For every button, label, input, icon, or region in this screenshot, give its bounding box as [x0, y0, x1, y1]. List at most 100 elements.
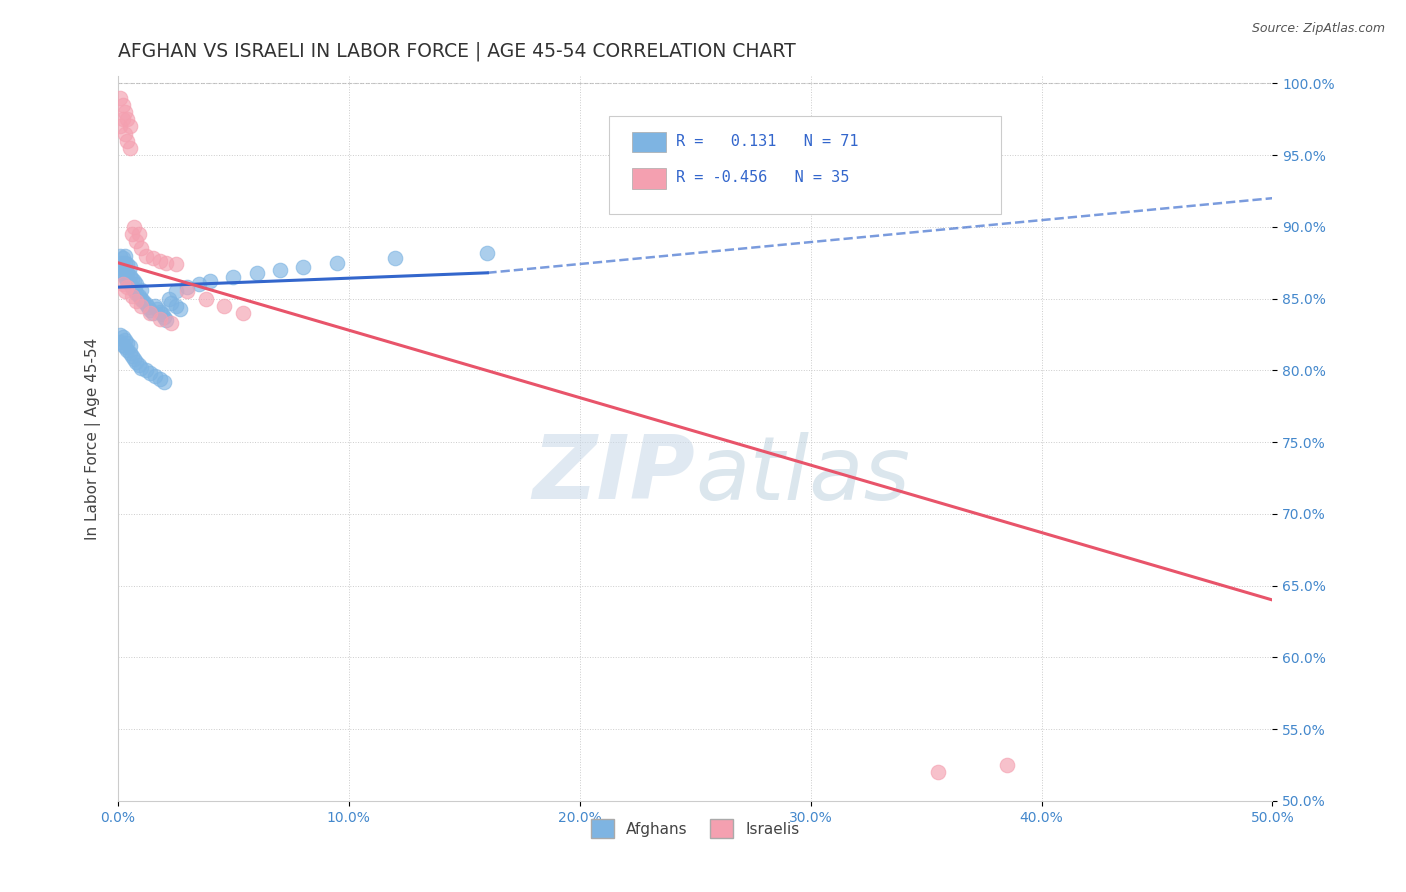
Point: [139, 306, 162, 320]
Point: [125, 355, 148, 369]
Point: [118, 268, 141, 283]
Point: [118, 260, 141, 274]
Point: [115, 336, 138, 351]
Point: [115, 266, 138, 280]
Point: [118, 277, 141, 292]
Point: [135, 297, 157, 311]
Point: [111, 330, 134, 344]
Point: [187, 277, 209, 292]
Point: [155, 256, 177, 270]
Point: [111, 259, 134, 273]
Point: [194, 292, 217, 306]
Point: [129, 299, 152, 313]
FancyBboxPatch shape: [609, 116, 1001, 214]
Point: [139, 366, 162, 380]
Point: [110, 249, 132, 263]
Point: [326, 256, 349, 270]
Point: [125, 277, 148, 292]
Point: [148, 304, 170, 318]
Point: [143, 369, 166, 384]
Point: [150, 307, 173, 321]
FancyBboxPatch shape: [631, 169, 666, 188]
Point: [128, 227, 150, 241]
Point: [125, 285, 148, 300]
Point: [118, 120, 141, 134]
Point: [169, 301, 191, 316]
Point: [110, 263, 132, 277]
Point: [111, 266, 134, 280]
Point: [139, 303, 162, 318]
Point: [160, 316, 183, 330]
Point: [136, 300, 159, 314]
Point: [114, 333, 136, 347]
Point: [153, 310, 176, 325]
Point: [122, 274, 145, 288]
Point: [121, 271, 143, 285]
Point: [232, 306, 254, 320]
Point: [477, 245, 499, 260]
Point: [245, 266, 267, 280]
Point: [125, 294, 148, 309]
Text: atlas: atlas: [695, 432, 910, 517]
Y-axis label: In Labor Force | Age 45-54: In Labor Force | Age 45-54: [86, 337, 101, 540]
Point: [111, 98, 134, 112]
Point: [160, 296, 183, 310]
Point: [165, 299, 187, 313]
Point: [135, 249, 157, 263]
Point: [115, 343, 138, 358]
Point: [129, 241, 152, 255]
Point: [176, 280, 198, 294]
Point: [132, 294, 155, 309]
Point: [121, 227, 143, 241]
Point: [176, 285, 198, 299]
Point: [269, 263, 291, 277]
Point: [222, 270, 245, 285]
Point: [121, 280, 143, 294]
Point: [111, 277, 134, 292]
Point: [125, 234, 148, 248]
Point: [111, 112, 134, 127]
FancyBboxPatch shape: [631, 132, 666, 153]
Point: [114, 263, 136, 277]
Point: [142, 306, 165, 320]
Point: [114, 127, 136, 141]
Point: [114, 105, 136, 120]
Text: ZIP: ZIP: [533, 431, 695, 518]
Text: AFGHAN VS ISRAELI IN LABOR FORCE | AGE 45-54 CORRELATION CHART: AFGHAN VS ISRAELI IN LABOR FORCE | AGE 4…: [118, 42, 796, 62]
Point: [146, 301, 169, 316]
Point: [115, 112, 138, 127]
Point: [995, 758, 1018, 772]
Point: [128, 289, 150, 303]
Point: [115, 134, 138, 148]
Point: [110, 334, 132, 349]
Point: [165, 257, 187, 271]
Text: R =   0.131   N = 71: R = 0.131 N = 71: [675, 134, 858, 149]
Point: [122, 219, 145, 234]
Point: [148, 311, 170, 326]
Point: [135, 363, 157, 377]
Point: [114, 340, 136, 354]
Point: [115, 274, 138, 288]
Point: [114, 256, 136, 270]
Point: [384, 252, 406, 266]
Point: [118, 141, 141, 155]
Text: Source: ZipAtlas.com: Source: ZipAtlas.com: [1251, 22, 1385, 36]
Point: [110, 327, 132, 342]
Point: [122, 351, 145, 366]
Point: [121, 349, 143, 363]
Point: [110, 120, 132, 134]
Point: [927, 765, 949, 780]
Point: [129, 292, 152, 306]
Point: [122, 283, 145, 297]
Point: [114, 285, 136, 299]
Point: [111, 252, 134, 266]
Point: [148, 372, 170, 386]
Point: [114, 249, 136, 263]
Point: [114, 270, 136, 285]
Point: [111, 337, 134, 351]
Point: [142, 252, 165, 266]
Legend: Afghans, Israelis: Afghans, Israelis: [585, 814, 806, 844]
Point: [129, 283, 152, 297]
Point: [118, 346, 141, 360]
Point: [212, 299, 235, 313]
